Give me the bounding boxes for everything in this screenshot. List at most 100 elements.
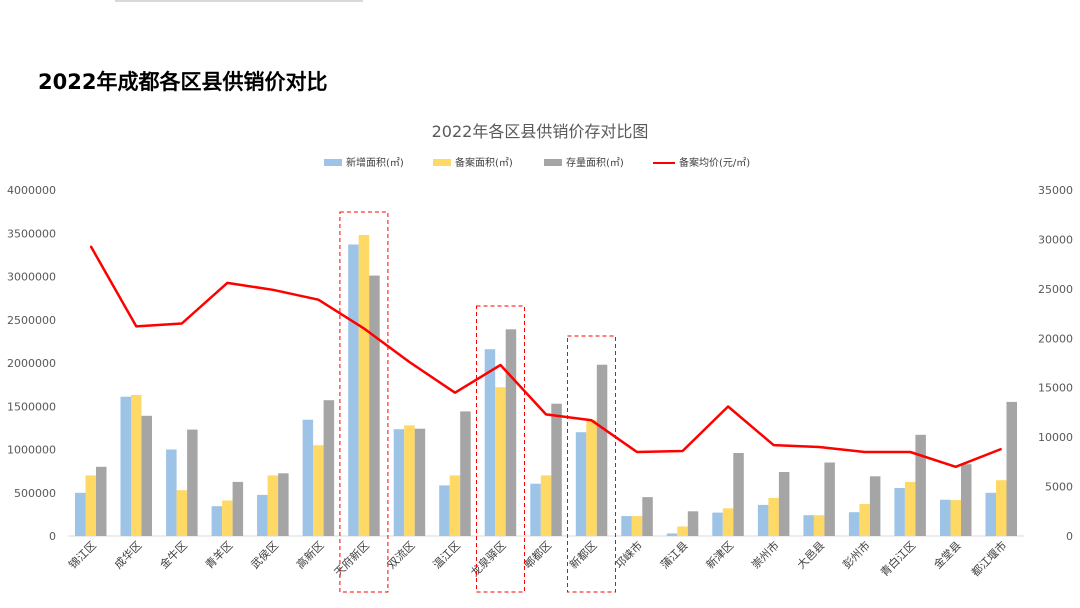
bar-new-area (393, 429, 405, 536)
y-left-tick: 1000000 (7, 444, 56, 457)
bar-stock-area (915, 434, 926, 536)
y-right-tick: 0 (1066, 530, 1073, 543)
y-left-tick: 3000000 (7, 271, 56, 284)
bar-new-area (894, 488, 905, 536)
x-category-label: 蒲江县 (657, 538, 690, 571)
bar-stock-area (869, 476, 881, 536)
avg-price-point (863, 451, 866, 453)
bar-stock-area (551, 403, 562, 536)
y-left-tick: 3500000 (7, 227, 56, 240)
bar-filed-area (677, 526, 688, 536)
bar-filed-area (631, 516, 643, 536)
y-right-tick: 15000 (1038, 382, 1073, 395)
bar-stock-area (778, 472, 790, 536)
bar-filed-area (996, 480, 1007, 536)
bar-new-area (712, 512, 723, 536)
legend-label-stock-area: 存量面积(㎡) (566, 156, 624, 169)
avg-price-point (545, 413, 547, 416)
bar-new-area (803, 515, 814, 536)
x-category-label: 温江区 (431, 539, 464, 572)
avg-price-point (772, 444, 775, 446)
y-right-tick: 25000 (1038, 283, 1073, 296)
bar-stock-area (687, 511, 699, 536)
bar-filed-area (586, 420, 597, 536)
x-category-label: 武侯区 (248, 538, 281, 571)
bar-new-area (530, 483, 541, 536)
bar-new-area (439, 485, 450, 536)
bar-filed-area (358, 235, 370, 536)
bar-stock-area (232, 481, 244, 536)
highlight-box (567, 335, 616, 593)
bar-new-area (985, 492, 996, 537)
y-right-tick: 35000 (1038, 184, 1073, 197)
x-category-label: 新都区 (566, 538, 599, 571)
bar-filed-area (813, 515, 825, 536)
bar-stock-area (323, 400, 335, 536)
x-category-label: 金堂县 (931, 538, 964, 571)
bar-filed-area (950, 500, 961, 536)
bar-stock-area (96, 466, 107, 536)
bar-new-area (757, 504, 769, 536)
avg-price-point (363, 327, 365, 330)
avg-price-point (590, 419, 593, 422)
avg-price-point (954, 466, 957, 468)
x-category-label: 成华区 (111, 538, 144, 571)
legend: 新增面积(㎡) 备案面积(㎡) 存量面积(㎡) 备案均价(元/㎡) (324, 156, 750, 169)
top-divider (115, 0, 363, 2)
avg-price-point (636, 451, 638, 453)
legend-label-new-area: 新增面积(㎡) (346, 156, 404, 169)
avg-price-point (909, 451, 911, 453)
highlight-box (339, 211, 389, 593)
bar-stock-area (187, 429, 198, 536)
bar-new-area (75, 492, 86, 537)
bar-filed-area (404, 425, 415, 536)
avg-price-point (727, 405, 729, 408)
bar-stock-area (460, 411, 471, 536)
avg-price-point (317, 298, 320, 301)
chart-title: 2022年各区县供销价存对比图 (432, 122, 649, 141)
y-left-tick: 2000000 (7, 357, 56, 370)
y-right-tick: 10000 (1038, 431, 1073, 444)
bar-stock-area (278, 473, 289, 536)
avg-price-series (89, 245, 1002, 469)
bar-filed-area (449, 475, 461, 536)
avg-price-point (818, 446, 820, 448)
bar-filed-area (495, 387, 506, 536)
y-left-tick: 2500000 (7, 314, 56, 327)
bar-new-area (484, 349, 496, 536)
bar-new-area (120, 396, 131, 536)
x-category-label: 大邑县 (794, 538, 827, 571)
bar-new-area (666, 533, 678, 536)
avg-price-point (90, 245, 92, 248)
bar-series (75, 235, 1017, 537)
avg-price-point (135, 325, 138, 328)
x-category-label: 邛崃市 (612, 538, 645, 571)
bar-filed-area (85, 475, 96, 536)
bar-filed-area (540, 475, 552, 536)
bar-filed-area (859, 504, 870, 536)
avg-price-point (408, 361, 411, 363)
y-left-tick: 1500000 (7, 400, 56, 413)
x-axis-labels: 锦江区 成华区 金牛区 青羊区 武侯区 高新区 天府新区 双流区 温江区 龙泉驿… (66, 538, 1010, 579)
page-title: 2022年成都各区县供销价对比 (38, 70, 328, 94)
bar-stock-area (824, 462, 835, 536)
x-category-label: 金牛区 (157, 538, 190, 571)
bar-filed-area (222, 500, 233, 536)
y-left-tick: 4000000 (7, 184, 56, 197)
x-category-label: 青白江区 (877, 538, 918, 579)
avg-price-point (181, 322, 183, 325)
bar-new-area (575, 432, 587, 536)
x-category-label: 新津区 (703, 538, 736, 571)
x-category-label: 高新区 (293, 538, 326, 571)
x-category-label: 郫都区 (521, 538, 554, 571)
bar-stock-area (733, 453, 744, 536)
x-category-label: 双流区 (384, 538, 417, 571)
bar-stock-area (961, 464, 972, 536)
y-right-tick: 20000 (1038, 332, 1073, 345)
avg-price-line (89, 245, 1002, 469)
bar-filed-area (722, 508, 734, 536)
bar-stock-area (369, 275, 380, 536)
x-category-label: 彭州市 (840, 538, 873, 571)
y-left-tick: 500000 (14, 487, 56, 500)
